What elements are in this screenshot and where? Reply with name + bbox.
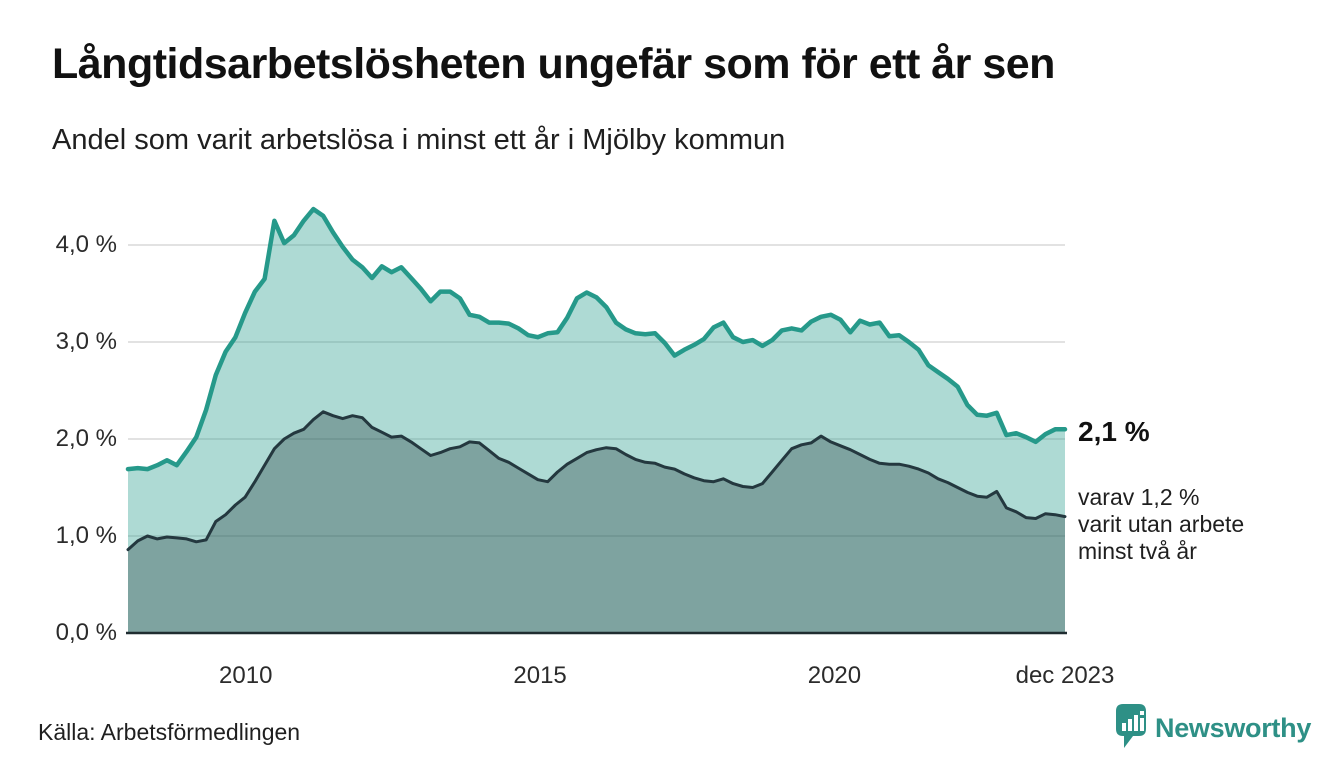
latest-detail-line: minst två år [1078, 538, 1197, 564]
x-axis-tick-label: dec 2023 [1015, 662, 1115, 689]
y-axis-tick-label: 2,0 % [55, 425, 117, 452]
y-axis-tick-label: 4,0 % [55, 231, 117, 258]
latest-detail-line: varit utan arbete [1078, 511, 1245, 537]
page-subtitle: Andel som varit arbetslösa i minst ett å… [52, 124, 786, 156]
y-axis-tick-label: 1,0 % [55, 522, 117, 549]
y-axis-tick-label: 0,0 % [55, 619, 117, 646]
source-attribution: Källa: Arbetsförmedlingen [38, 719, 301, 745]
page-title: Långtidsarbetslösheten ungefär som för e… [52, 40, 1055, 88]
latest-detail-annotation: varav 1,2 % varit utan arbete minst två … [1078, 484, 1333, 565]
brand-name: Newsworthy [1155, 713, 1312, 743]
latest-value-annotation: 2,1 % [1078, 416, 1150, 447]
y-axis-tick-label: 3,0 % [55, 328, 117, 355]
x-axis-tick-label: 2015 [513, 662, 567, 689]
x-axis-tick-label: 2010 [219, 662, 273, 689]
latest-detail-line: varav 1,2 % [1078, 484, 1200, 510]
x-axis-tick-label: 2020 [807, 662, 862, 689]
newsworthy-bubble-chart-icon [1116, 704, 1146, 748]
newsworthy-logo[interactable]: Newsworthy [1115, 704, 1330, 760]
